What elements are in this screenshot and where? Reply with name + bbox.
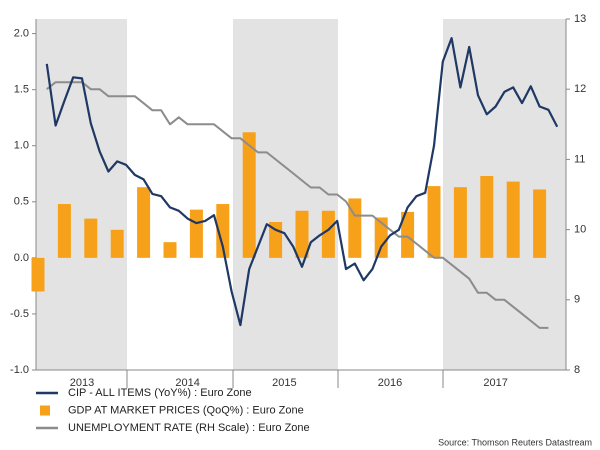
legend-label: GDP AT MARKET PRICES (QoQ%) : Euro Zone xyxy=(68,404,304,416)
bar xyxy=(427,186,441,258)
y2-tick-label: 8 xyxy=(574,364,580,376)
x-tick-label: 2013 xyxy=(70,377,94,389)
bar xyxy=(506,181,520,258)
bar xyxy=(110,229,124,258)
x-tick-label: 2016 xyxy=(378,377,402,389)
y-tick-label: -1.0 xyxy=(10,364,29,376)
bar xyxy=(31,257,45,292)
bar xyxy=(242,132,256,258)
bar xyxy=(163,242,177,258)
bar xyxy=(533,189,547,258)
x-tick-label: 2017 xyxy=(483,377,507,389)
line xyxy=(46,81,549,329)
bar xyxy=(137,187,151,258)
bar xyxy=(374,217,388,258)
y-tick-label: 1.5 xyxy=(14,84,29,96)
legend-swatch xyxy=(40,405,50,416)
legend-label: CIP - ALL ITEMS (YoY%) : Euro Zone xyxy=(68,387,252,399)
x-tick-label: 2015 xyxy=(272,377,296,389)
legend-label: UNEMPLOYMENT RATE (RH Scale) : Euro Zone xyxy=(68,422,310,434)
bar xyxy=(295,210,309,258)
x-tick-label: 2014 xyxy=(175,377,199,389)
y2-tick-label: 9 xyxy=(574,294,580,306)
y-tick-label: -0.5 xyxy=(10,308,29,320)
year-shade xyxy=(36,19,127,370)
y-tick-label: 0.5 xyxy=(14,196,29,208)
bar xyxy=(57,204,71,258)
bar xyxy=(453,187,467,258)
y2-tick-label: 13 xyxy=(574,13,586,25)
bar xyxy=(84,218,98,258)
bar xyxy=(189,209,203,258)
y-tick-label: 2.0 xyxy=(14,27,29,39)
line xyxy=(45,37,559,327)
y2-tick-label: 10 xyxy=(574,224,586,236)
bar xyxy=(321,210,335,258)
y-tick-label: 1.0 xyxy=(14,140,29,152)
y-tick-label: 0.0 xyxy=(14,252,29,264)
source: Source: Thomson Reuters Datastream xyxy=(438,437,592,447)
bar xyxy=(401,211,415,258)
bar xyxy=(348,198,362,258)
bar xyxy=(480,175,494,258)
bar xyxy=(216,204,230,258)
y2-tick-label: 11 xyxy=(574,153,585,165)
y2-tick-label: 12 xyxy=(574,83,586,95)
